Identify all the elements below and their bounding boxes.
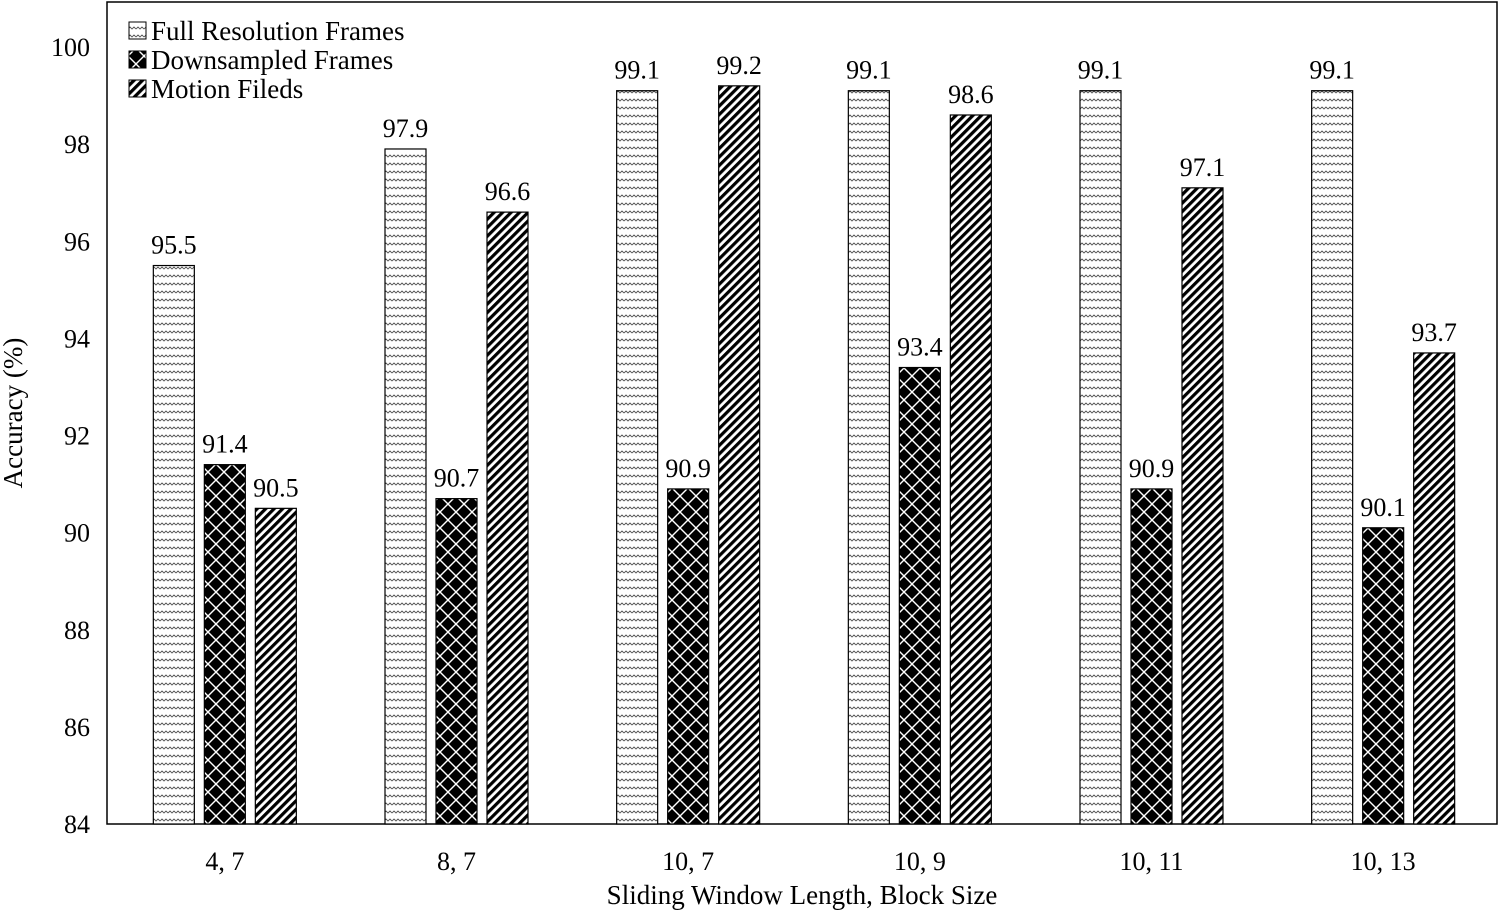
y-axis-title: Accuracy (%) [0, 338, 28, 489]
bar-diamond-checker [898, 366, 941, 825]
bar-value-label: 99.1 [1309, 56, 1355, 85]
bar-value-label: 96.6 [485, 177, 531, 206]
x-tick-label: 4, 7 [205, 847, 244, 876]
y-tick-label: 90 [64, 519, 90, 548]
bar-diamond-checker [1130, 488, 1173, 825]
bar-value-label: 93.4 [897, 333, 943, 362]
bar-diagonal-hatch [718, 85, 761, 825]
y-tick-label: 84 [64, 810, 90, 839]
legend-swatch-diagonal-hatch [128, 79, 147, 98]
bar-value-label: 97.1 [1180, 153, 1226, 182]
x-tick-label: 8, 7 [437, 847, 476, 876]
x-tick-label: 10, 11 [1119, 847, 1183, 876]
bar-diagonal-hatch [949, 114, 992, 825]
y-tick-label: 96 [64, 227, 90, 256]
x-tick-label: 10, 9 [894, 847, 946, 876]
legend-swatch-zigzag [128, 21, 147, 40]
legend-label: Full Resolution Frames [151, 16, 405, 46]
x-tick-label: 10, 13 [1351, 847, 1416, 876]
bar-value-label: 99.2 [716, 51, 762, 80]
bar-diagonal-hatch [486, 211, 529, 825]
bar-zigzag [616, 90, 659, 825]
bar-zigzag [1079, 90, 1122, 825]
y-tick-label: 88 [64, 616, 90, 645]
bar-value-label: 93.7 [1411, 318, 1457, 347]
legend-label: Motion Fileds [151, 74, 303, 104]
bar-value-label: 90.1 [1360, 493, 1406, 522]
bar-value-label: 95.5 [151, 231, 197, 260]
bar-zigzag [152, 264, 195, 825]
y-tick-label: 98 [64, 130, 90, 159]
y-tick-label: 100 [51, 33, 90, 62]
bar-value-label: 99.1 [846, 56, 892, 85]
bar-zigzag [847, 90, 890, 825]
bar-value-label: 98.6 [948, 80, 994, 109]
bar-value-label: 97.9 [383, 114, 429, 143]
y-tick-label: 94 [64, 324, 90, 353]
x-axis: 4, 7 8, 7 10, 7 10, 9 10, 11 10, 13 [205, 847, 1415, 876]
bar-diagonal-hatch [254, 507, 297, 825]
bar-value-label: 99.1 [1078, 56, 1124, 85]
x-axis-title: Sliding Window Length, Block Size [607, 880, 998, 910]
y-axis: 84 86 88 90 92 94 96 98 100 [51, 33, 90, 839]
bar-diamond-checker [1362, 527, 1405, 825]
bar-value-label: 91.4 [202, 430, 248, 459]
data-label-group: 95.5 97.9 99.1 99.1 99.1 99.1 91.4 90.7 90.9 93.4… [151, 51, 1457, 522]
bar-value-label: 90.5 [253, 473, 299, 502]
bar-value-label: 90.9 [665, 454, 711, 483]
bar-zigzag [384, 148, 427, 825]
plot-frame [106, 1, 1498, 825]
y-tick-label: 92 [64, 422, 90, 451]
bar-diamond-checker [435, 498, 478, 825]
legend-label: Downsampled Frames [151, 45, 393, 75]
bar-value-label: 90.7 [434, 464, 480, 493]
x-tick-label: 10, 7 [662, 847, 714, 876]
bar-series-group [152, 85, 1456, 825]
legend-swatch-diamond-checker [128, 50, 147, 69]
y-tick-label: 86 [64, 713, 90, 742]
bar-value-label: 90.9 [1129, 454, 1175, 483]
bar-diagonal-hatch [1181, 187, 1224, 825]
bar-diagonal-hatch [1413, 352, 1456, 825]
bar-diamond-checker [203, 464, 246, 825]
bar-zigzag [1311, 90, 1354, 825]
bar-value-label: 99.1 [614, 56, 660, 85]
bar-diamond-checker [667, 488, 710, 825]
